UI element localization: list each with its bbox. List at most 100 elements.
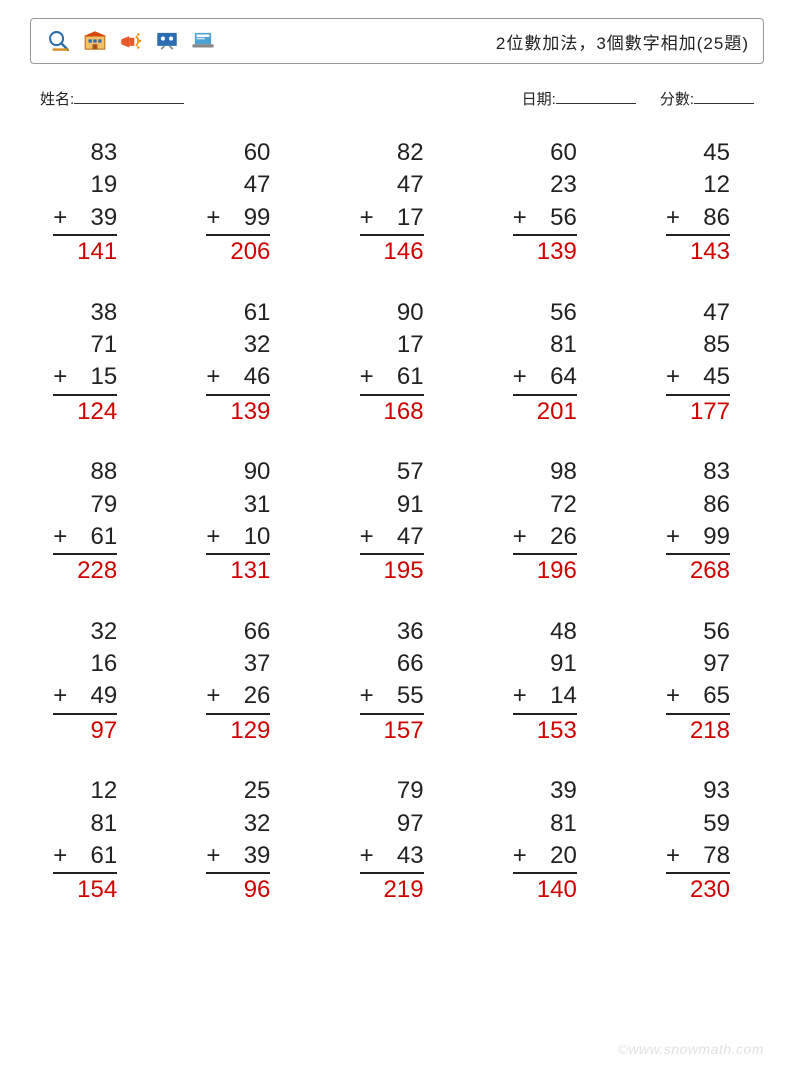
operand-c: 45 <box>703 361 730 393</box>
name-blank <box>74 90 184 104</box>
operand-a: 90 <box>206 456 270 488</box>
problem: 8386+99268 <box>627 456 780 588</box>
operand-a: 93 <box>666 775 730 807</box>
operand-b: 32 <box>206 329 270 361</box>
answer: 230 <box>666 874 730 906</box>
operand-b: 19 <box>53 169 117 201</box>
operand-c-line: +14 <box>513 680 577 714</box>
operand-b: 16 <box>53 648 117 680</box>
score-label: 分數: <box>660 88 694 109</box>
operand-b: 86 <box>666 489 730 521</box>
operand-b: 97 <box>666 648 730 680</box>
operator: + <box>360 840 374 872</box>
answer: 154 <box>53 874 117 906</box>
operator: + <box>513 361 527 393</box>
answer: 153 <box>513 715 577 747</box>
problem: 4512+86143 <box>627 137 780 269</box>
operand-c: 14 <box>550 680 577 712</box>
answer: 196 <box>513 555 577 587</box>
operand-c-line: +61 <box>53 840 117 874</box>
operand-c-line: +15 <box>53 361 117 395</box>
operator: + <box>666 840 680 872</box>
operator: + <box>666 680 680 712</box>
answer: 218 <box>666 715 730 747</box>
answer: 97 <box>53 715 117 747</box>
score-blank <box>694 90 754 104</box>
operator: + <box>360 202 374 234</box>
operand-c-line: +78 <box>666 840 730 874</box>
problem: 3981+20140 <box>474 775 627 907</box>
operand-c-line: +17 <box>360 202 424 236</box>
operand-c-line: +86 <box>666 202 730 236</box>
operand-b: 97 <box>360 808 424 840</box>
answer: 124 <box>53 396 117 428</box>
operand-b: 37 <box>206 648 270 680</box>
answer: 131 <box>206 555 270 587</box>
problem: 8879+61228 <box>14 456 167 588</box>
operand-c: 49 <box>90 680 117 712</box>
operator: + <box>53 361 67 393</box>
operand-b: 81 <box>513 329 577 361</box>
answer: 219 <box>360 874 424 906</box>
operand-c-line: +49 <box>53 680 117 714</box>
problem: 9017+61168 <box>320 297 473 429</box>
operand-c: 65 <box>703 680 730 712</box>
operand-b: 72 <box>513 489 577 521</box>
operand-c-line: +26 <box>513 521 577 555</box>
operand-b: 81 <box>513 808 577 840</box>
operand-c-line: +20 <box>513 840 577 874</box>
operand-c: 46 <box>244 361 271 393</box>
operand-c: 99 <box>703 521 730 553</box>
problem: 6023+56139 <box>474 137 627 269</box>
answer: 139 <box>513 236 577 268</box>
operand-c: 61 <box>90 840 117 872</box>
operand-b: 17 <box>360 329 424 361</box>
operand-c: 39 <box>90 202 117 234</box>
operand-a: 66 <box>206 616 270 648</box>
answer: 96 <box>206 874 270 906</box>
magnifier-icon <box>45 27 73 55</box>
operand-a: 36 <box>360 616 424 648</box>
operand-a: 79 <box>360 775 424 807</box>
date-blank <box>556 90 636 104</box>
problem: 5681+64201 <box>474 297 627 429</box>
operand-b: 32 <box>206 808 270 840</box>
operator: + <box>360 680 374 712</box>
operand-c-line: +65 <box>666 680 730 714</box>
presentation-icon <box>153 27 181 55</box>
operand-c: 47 <box>397 521 424 553</box>
operand-b: 23 <box>513 169 577 201</box>
operator: + <box>206 840 220 872</box>
problem: 9872+26196 <box>474 456 627 588</box>
operand-a: 57 <box>360 456 424 488</box>
operand-b: 81 <box>53 808 117 840</box>
operand-c: 55 <box>397 680 424 712</box>
operand-c: 26 <box>244 680 271 712</box>
operand-a: 90 <box>360 297 424 329</box>
answer: 143 <box>666 236 730 268</box>
operand-a: 12 <box>53 775 117 807</box>
operand-a: 45 <box>666 137 730 169</box>
operand-b: 91 <box>513 648 577 680</box>
operand-c: 56 <box>550 202 577 234</box>
operand-c: 99 <box>244 202 271 234</box>
operand-c: 39 <box>244 840 271 872</box>
operand-b: 71 <box>53 329 117 361</box>
operand-c-line: +45 <box>666 361 730 395</box>
operand-a: 83 <box>666 456 730 488</box>
answer: 195 <box>360 555 424 587</box>
operator: + <box>53 680 67 712</box>
operand-b: 66 <box>360 648 424 680</box>
answer: 157 <box>360 715 424 747</box>
watermark: ©www.snowmath.com <box>618 1041 764 1057</box>
operand-c: 43 <box>397 840 424 872</box>
operand-a: 61 <box>206 297 270 329</box>
operand-c-line: +56 <box>513 202 577 236</box>
operand-c-line: +47 <box>360 521 424 555</box>
operand-c: 26 <box>550 521 577 553</box>
building-icon <box>81 27 109 55</box>
operand-c-line: +55 <box>360 680 424 714</box>
operand-a: 47 <box>666 297 730 329</box>
operator: + <box>666 521 680 553</box>
date-field: 日期: <box>522 88 636 109</box>
